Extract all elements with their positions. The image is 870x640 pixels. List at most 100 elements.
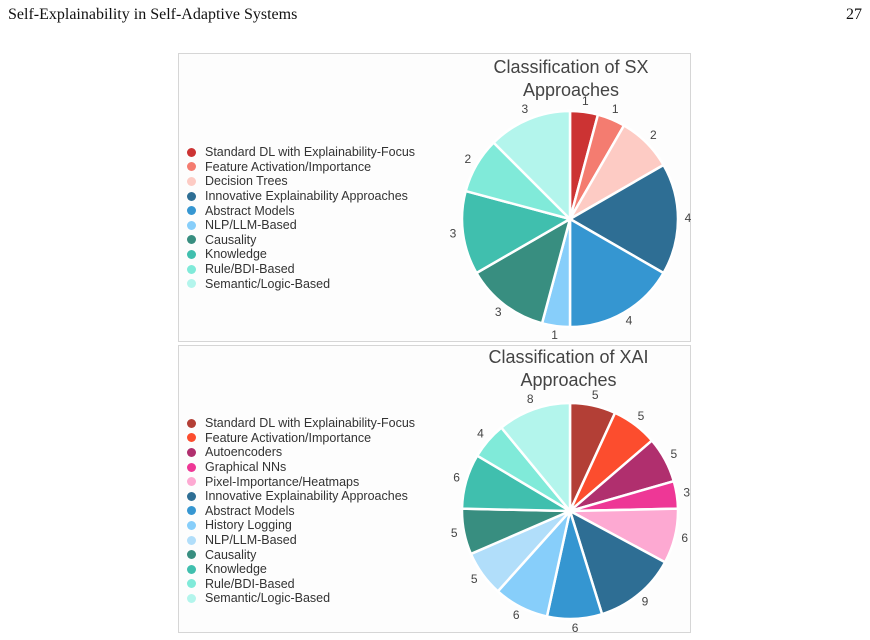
legend-item: Rule/BDI-Based <box>187 577 415 592</box>
pie-slice <box>567 163 680 275</box>
pie-slice <box>474 216 572 325</box>
legend-label: Standard DL with Explainability-Focus <box>205 145 416 160</box>
pie-slice <box>491 109 572 223</box>
legend-label: Rule/BDI-Based <box>205 262 295 277</box>
slice-value-label: 4 <box>477 426 484 440</box>
slice-value-label: 9 <box>642 594 649 608</box>
legend-swatch <box>187 520 196 530</box>
legend-label: Decision Trees <box>205 174 288 189</box>
legend-item: Abstract Models <box>187 203 415 218</box>
page-header: Self-Explainability in Self-Adaptive Sys… <box>0 0 870 30</box>
legend-label: NLP/LLM-Based <box>205 533 297 548</box>
legend-label: Semantic/Logic-Based <box>205 591 331 606</box>
legend-swatch <box>187 279 196 289</box>
slice-value-label: 1 <box>551 328 558 342</box>
slice-value-label: 3 <box>495 305 502 319</box>
legend-item: Rule/BDI-Based <box>187 262 415 277</box>
legend-swatch <box>187 462 196 472</box>
legend-swatch <box>187 147 196 157</box>
pie-slice <box>499 401 572 515</box>
legend-swatch <box>187 176 196 186</box>
slice-value-label: 5 <box>451 526 458 540</box>
slice-value-label: 2 <box>464 152 471 166</box>
legend-item: Abstract Models <box>187 504 415 519</box>
legend-label: Standard DL with Explainability-Focus <box>205 416 416 431</box>
slice-value-label: 6 <box>572 621 579 635</box>
legend-item: Semantic/Logic-Based <box>187 591 415 606</box>
slice-value-label: 1 <box>582 94 589 108</box>
legend-swatch <box>187 593 196 603</box>
legend-swatch <box>187 249 196 259</box>
slice-value-label: 1 <box>612 102 619 116</box>
legend-swatch <box>187 418 196 428</box>
chart-title: Classification of XAI Approaches <box>488 347 649 390</box>
legend-label: Causality <box>205 547 257 562</box>
legend-swatch <box>187 491 196 501</box>
pie-slice <box>460 189 574 275</box>
legend-label: Feature Activation/Importance <box>205 430 372 445</box>
legend-item: Feature Activation/Importance <box>187 160 415 175</box>
legend-item: Decision Trees <box>187 174 415 189</box>
legend-swatch <box>187 506 196 516</box>
legend-label: Knowledge <box>205 247 267 262</box>
slice-value-label: 2 <box>650 128 657 142</box>
legend-swatch <box>187 235 196 245</box>
legend-swatch <box>187 535 196 545</box>
legend-swatch <box>187 477 196 487</box>
legend-label: Knowledge <box>205 562 267 577</box>
legend-item: Causality <box>187 547 415 562</box>
legend-item: Causality <box>187 233 415 248</box>
pie-slice <box>567 508 667 616</box>
page-number: 27 <box>846 6 862 23</box>
legend-item: Graphical NNs <box>187 460 415 475</box>
legend-label: Causality <box>205 232 257 247</box>
slice-value-label: 3 <box>450 227 457 241</box>
legend-swatch <box>187 564 196 574</box>
legend-swatch <box>187 447 196 457</box>
legend-swatch <box>187 191 196 201</box>
legend-item: Standard DL with Explainability-Focus <box>187 416 415 431</box>
legend-swatch <box>187 579 196 589</box>
slice-value-label: 8 <box>527 392 534 406</box>
legend-item: Semantic/Logic-Based <box>187 276 415 291</box>
legend-swatch <box>187 433 196 443</box>
legend-swatch <box>187 264 196 274</box>
slice-value-label: 5 <box>592 388 599 402</box>
legend-label: Pixel-Importance/Heatmaps <box>205 474 360 489</box>
sx-approaches-pie-panel: Classification of SX Approaches Standard… <box>178 53 692 342</box>
legend-item: Innovative Explainability Approaches <box>187 489 415 504</box>
legend-label: Graphical NNs <box>205 460 287 475</box>
legend-swatch <box>187 550 196 560</box>
pie-chart: 5 5 5 3 6 9 6 6 5 5 6 4 8 <box>451 388 691 635</box>
slice-value-label: 4 <box>685 211 692 225</box>
slice-value-label: 5 <box>471 572 478 586</box>
slice-value-label: 4 <box>626 313 633 327</box>
slice-value-label: 3 <box>521 102 528 116</box>
legend-item: Knowledge <box>187 562 415 577</box>
slice-value-label: 3 <box>683 485 690 499</box>
slice-value-label: 5 <box>670 447 677 461</box>
legend-swatch <box>187 206 196 216</box>
xai-approaches-pie-panel: Classification of XAI Approaches Standar… <box>178 345 691 635</box>
legend-label: History Logging <box>205 518 292 533</box>
pie-chart: 1 1 2 4 4 1 3 3 2 3 <box>450 94 692 342</box>
slice-value-label: 6 <box>453 471 460 485</box>
legend-label: Autoencoders <box>205 445 283 460</box>
legend-label: Abstract Models <box>205 203 295 218</box>
legend-label: Semantic/Logic-Based <box>205 276 331 291</box>
legend-swatch <box>187 162 196 172</box>
legend-item: NLP/LLM-Based <box>187 533 415 548</box>
chart-title: Classification of SX Approaches <box>493 57 649 100</box>
legend-item: NLP/LLM-Based <box>187 218 415 233</box>
legend-item: Standard DL with Explainability-Focus <box>187 145 415 160</box>
legend-label: Innovative Explainability Approaches <box>205 189 408 204</box>
chart-legend: Standard DL with Explainability-Focus Fea… <box>187 416 415 606</box>
legend-item: History Logging <box>187 518 415 533</box>
pie-slice <box>568 216 666 329</box>
legend-label: Innovative Explainability Approaches <box>205 489 408 504</box>
chart-legend: Standard DL with Explainability-Focus Fea… <box>187 145 415 291</box>
legend-item: Pixel-Importance/Heatmaps <box>187 474 415 489</box>
legend-label: Rule/BDI-Based <box>205 576 295 591</box>
legend-label: Abstract Models <box>205 503 295 518</box>
legend-item: Autoencoders <box>187 445 415 460</box>
